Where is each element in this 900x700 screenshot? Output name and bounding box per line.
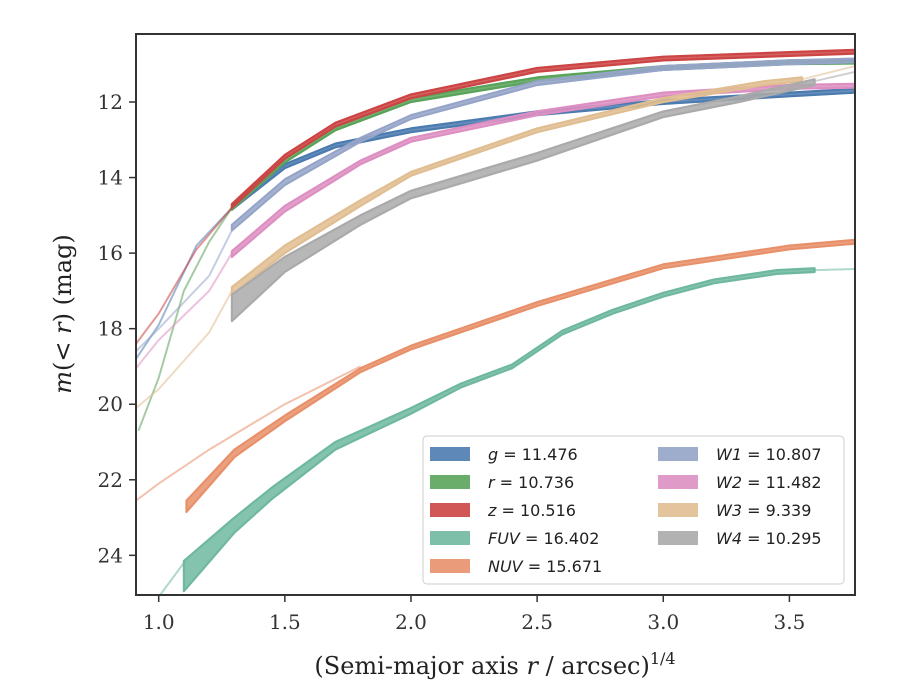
legend-entry-w2: W2 = 11.482 [658,473,822,492]
legend-band-name: W2 [716,473,742,492]
x-tick-label: 3.0 [647,610,679,634]
legend-entry-nuv: NUV = 15.671 [430,557,602,576]
legend-swatch [430,559,470,573]
x-tick-label: 3.5 [774,610,806,634]
legend-band-value: = 10.807 [742,445,822,464]
legend-frame [422,435,845,585]
series-w1-inner-line [136,229,233,353]
legend-label: W2 = 11.482 [716,473,822,492]
series-w4 [230,70,855,323]
legend-entry-z: z = 10.516 [430,501,576,520]
legend-label: W4 = 10.295 [716,529,822,548]
series-w3-outer-line [801,65,855,81]
series-g-inner-line [136,207,233,360]
series-w1 [136,57,855,353]
legend-band-value: = 10.516 [496,501,576,520]
legend-label: NUV = 15.671 [488,557,602,576]
y-tick-label: 20 [98,392,123,416]
legend-band-name: W4 [716,529,742,548]
legend-band-name: z [487,501,497,520]
legend-label: W3 = 9.339 [716,501,811,520]
plot-frame [135,33,856,596]
legend-swatch [658,475,698,489]
legend-swatch [658,531,698,545]
legend-label: g = 11.476 [488,445,578,464]
series-nuv-band [185,238,855,513]
series-nuv [136,238,855,513]
legend-band-name: g [488,445,498,464]
series-layer [136,48,855,595]
legend-label: r = 10.736 [488,473,574,492]
legend-entry-w1: W1 = 10.807 [658,445,822,464]
legend-label: FUV = 16.402 [488,529,599,548]
legend-band-value: = 15.671 [523,557,603,576]
legend-label: z = 10.516 [487,501,576,520]
series-w2-inner-line [136,252,233,369]
x-tick-label: 2.5 [521,610,553,634]
legend-band-name: W1 [716,445,742,464]
legend-band-name: r [488,473,496,492]
y-tick-label: 16 [98,241,123,265]
x-tick-label: 2.0 [395,610,427,634]
legend-label: W1 = 10.807 [716,445,822,464]
legend-swatch [658,503,698,517]
legend-band-value: = 9.339 [742,501,811,520]
series-nuv-inner-line [136,365,361,502]
series-fuv [158,267,855,595]
legend-band-value: = 10.736 [495,473,575,492]
series-w2 [136,82,855,369]
legend-swatch [430,503,470,517]
x-axis-label: (Semi-major axis r / arcsec)1/4 [314,649,675,680]
y-tick-label: 24 [98,543,123,567]
legend-band-value: = 16.402 [520,529,600,548]
legend-entry-g: g = 11.476 [430,445,578,464]
legend-band-name: NUV [488,557,524,576]
legend-swatch [658,447,698,461]
series-z-band [230,48,855,209]
series-w1-band [230,57,855,232]
series-fuv-outer-line [814,268,855,272]
y-axis-label: m(< r) (mag) [49,234,77,394]
series-z-inner-line [136,207,233,345]
series-w3-inner-line [136,290,233,409]
series-w2-band [230,82,855,258]
series-w4-band [230,78,816,323]
legend-band-value: = 10.295 [742,529,822,548]
y-tick-label: 12 [98,90,123,114]
series-z [136,48,855,345]
ticks-layer: 1.0 1.5 2.0 2.5 3.0 3.5 12 14 16 18 20 22 24 [98,90,806,634]
legend-band-name: W3 [716,501,742,520]
legend-band-name: FUV [488,529,521,548]
legend-swatch [430,447,470,461]
legend-entry-fuv: FUV = 16.402 [430,529,599,548]
series-w4-outer-line [814,70,855,83]
y-tick-label: 18 [98,317,123,341]
x-tick-label: 1.0 [143,610,175,634]
y-tick-label: 22 [98,468,123,492]
legend-entry-r: r = 10.736 [430,473,574,492]
legend-swatch [430,475,470,489]
legend-entry-w4: W4 = 10.295 [658,529,822,548]
legend-swatch [430,531,470,545]
x-tick-label: 1.5 [269,610,301,634]
legend-band-value: = 11.482 [742,473,822,492]
legend-band-value: = 11.476 [498,445,578,464]
legend-entry-w3: W3 = 9.339 [658,501,811,520]
series-fuv-inner-line [158,562,185,595]
y-tick-label: 14 [98,166,123,190]
series-fuv-band [182,267,816,593]
